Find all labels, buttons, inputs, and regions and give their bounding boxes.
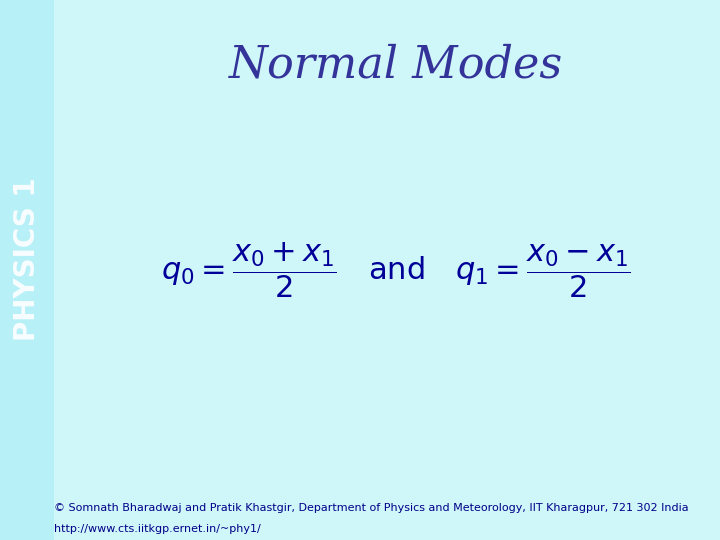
Text: $q_0 = \dfrac{x_0 + x_1}{2} \quad \text{and} \quad q_1 = \dfrac{x_0 - x_1}{2}$: $q_0 = \dfrac{x_0 + x_1}{2} \quad \text{…: [161, 240, 631, 300]
Text: http://www.cts.iitkgp.ernet.in/~phy1/: http://www.cts.iitkgp.ernet.in/~phy1/: [54, 524, 261, 534]
Text: © Somnath Bharadwaj and Pratik Khastgir, Department of Physics and Meteorology, : © Somnath Bharadwaj and Pratik Khastgir,…: [54, 503, 688, 512]
Text: PHYSICS 1: PHYSICS 1: [13, 177, 41, 341]
FancyBboxPatch shape: [0, 0, 54, 540]
Text: Normal Modes: Normal Modes: [229, 43, 563, 86]
